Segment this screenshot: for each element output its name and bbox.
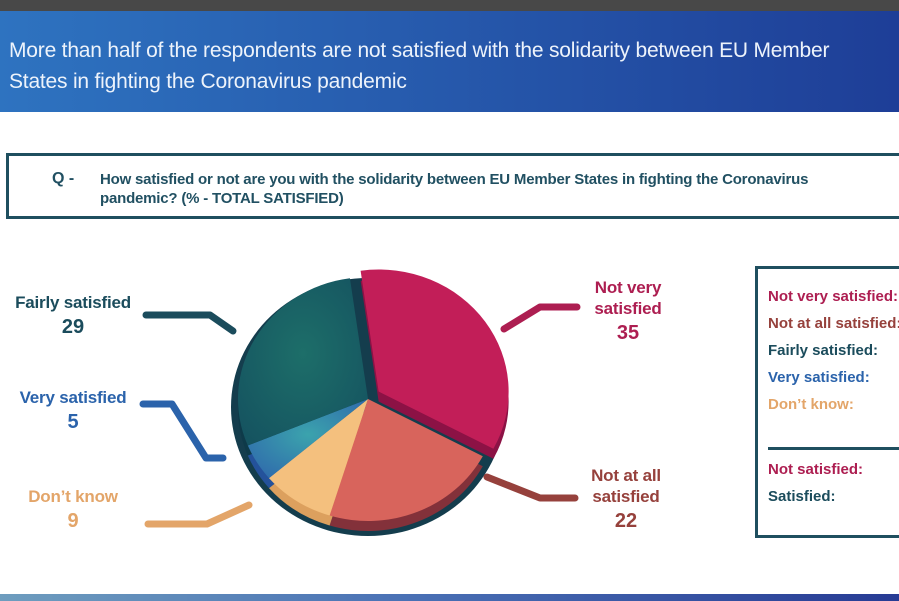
footer-accent-bar bbox=[0, 594, 899, 601]
question-prefix: Q - bbox=[52, 170, 75, 187]
window-top-bar bbox=[0, 0, 899, 11]
connector-dont-know bbox=[144, 501, 253, 528]
connector-not-very-satisfied bbox=[500, 303, 581, 333]
question-line2: pandemic? (% - TOTAL SATISFIED) bbox=[100, 190, 344, 207]
callout-dont-know: Don’t know 9 bbox=[5, 486, 141, 533]
legend-box: Not very satisfied: Not at all satisfied… bbox=[755, 266, 899, 538]
connector-not-at-all-satisfied bbox=[483, 473, 579, 502]
header-title-line1: More than half of the respondents are no… bbox=[9, 39, 830, 62]
callout-not-at-all-satisfied: Not at all satisfied 22 bbox=[574, 465, 678, 533]
pie-slice-side-1 bbox=[329, 409, 483, 531]
callout-not-very-satisfied: Not very satisfied 35 bbox=[576, 277, 680, 345]
pie-slice-0 bbox=[360, 269, 509, 449]
legend-item-not-very-satisfied: Not very satisfied: bbox=[768, 288, 899, 305]
question-box: Q - How satisfied or not are you with th… bbox=[6, 153, 899, 219]
pie-slice-4 bbox=[237, 278, 368, 446]
pie-slice-1 bbox=[329, 399, 483, 521]
pie-slices bbox=[231, 269, 509, 536]
callout-not-at-all-satisfied-label: Not at all satisfied bbox=[591, 466, 661, 506]
callout-not-very-satisfied-label: Not very satisfied bbox=[594, 278, 662, 318]
pie-slice-3 bbox=[247, 399, 368, 479]
callout-not-very-satisfied-value: 35 bbox=[616, 322, 640, 344]
pie-base bbox=[231, 278, 505, 536]
pie-slice-side-2 bbox=[269, 409, 368, 526]
callout-dont-know-label: Don’t know bbox=[28, 487, 118, 506]
pie-slice-side-4 bbox=[237, 288, 368, 456]
callout-very-satisfied-value: 5 bbox=[67, 411, 79, 433]
legend-item-not-satisfied: Not satisfied: bbox=[768, 461, 864, 478]
callout-fairly-satisfied: Fairly satisfied 29 bbox=[5, 292, 141, 339]
callout-fairly-satisfied-value: 29 bbox=[61, 316, 85, 338]
callout-very-satisfied: Very satisfied 5 bbox=[5, 387, 141, 434]
legend-item-satisfied: Satisfied: bbox=[768, 488, 836, 505]
legend-item-not-at-all-satisfied: Not at all satisfied: bbox=[768, 315, 899, 332]
legend-item-dont-know: Don’t know: bbox=[768, 396, 854, 413]
header-banner: More than half of the respondents are no… bbox=[0, 11, 899, 112]
connector-fairly-satisfied bbox=[142, 311, 237, 335]
callout-dont-know-value: 9 bbox=[67, 510, 79, 532]
callout-very-satisfied-label: Very satisfied bbox=[19, 388, 127, 407]
pie-slice-side-0 bbox=[360, 279, 509, 459]
legend-item-fairly-satisfied: Fairly satisfied: bbox=[768, 342, 879, 359]
callout-fairly-satisfied-label: Fairly satisfied bbox=[15, 293, 131, 312]
pie-slice-side-3 bbox=[247, 409, 368, 489]
legend-divider bbox=[768, 447, 899, 450]
legend-item-very-satisfied: Very satisfied: bbox=[768, 369, 870, 386]
pie-slice-2 bbox=[269, 399, 368, 516]
question-text: How satisfied or not are you with the so… bbox=[100, 170, 808, 208]
header-title-line2: States in fighting the Coronavirus pande… bbox=[9, 70, 407, 93]
question-line1: How satisfied or not are you with the so… bbox=[100, 171, 809, 188]
connector-very-satisfied bbox=[139, 400, 227, 462]
callout-not-at-all-satisfied-value: 22 bbox=[614, 510, 638, 532]
